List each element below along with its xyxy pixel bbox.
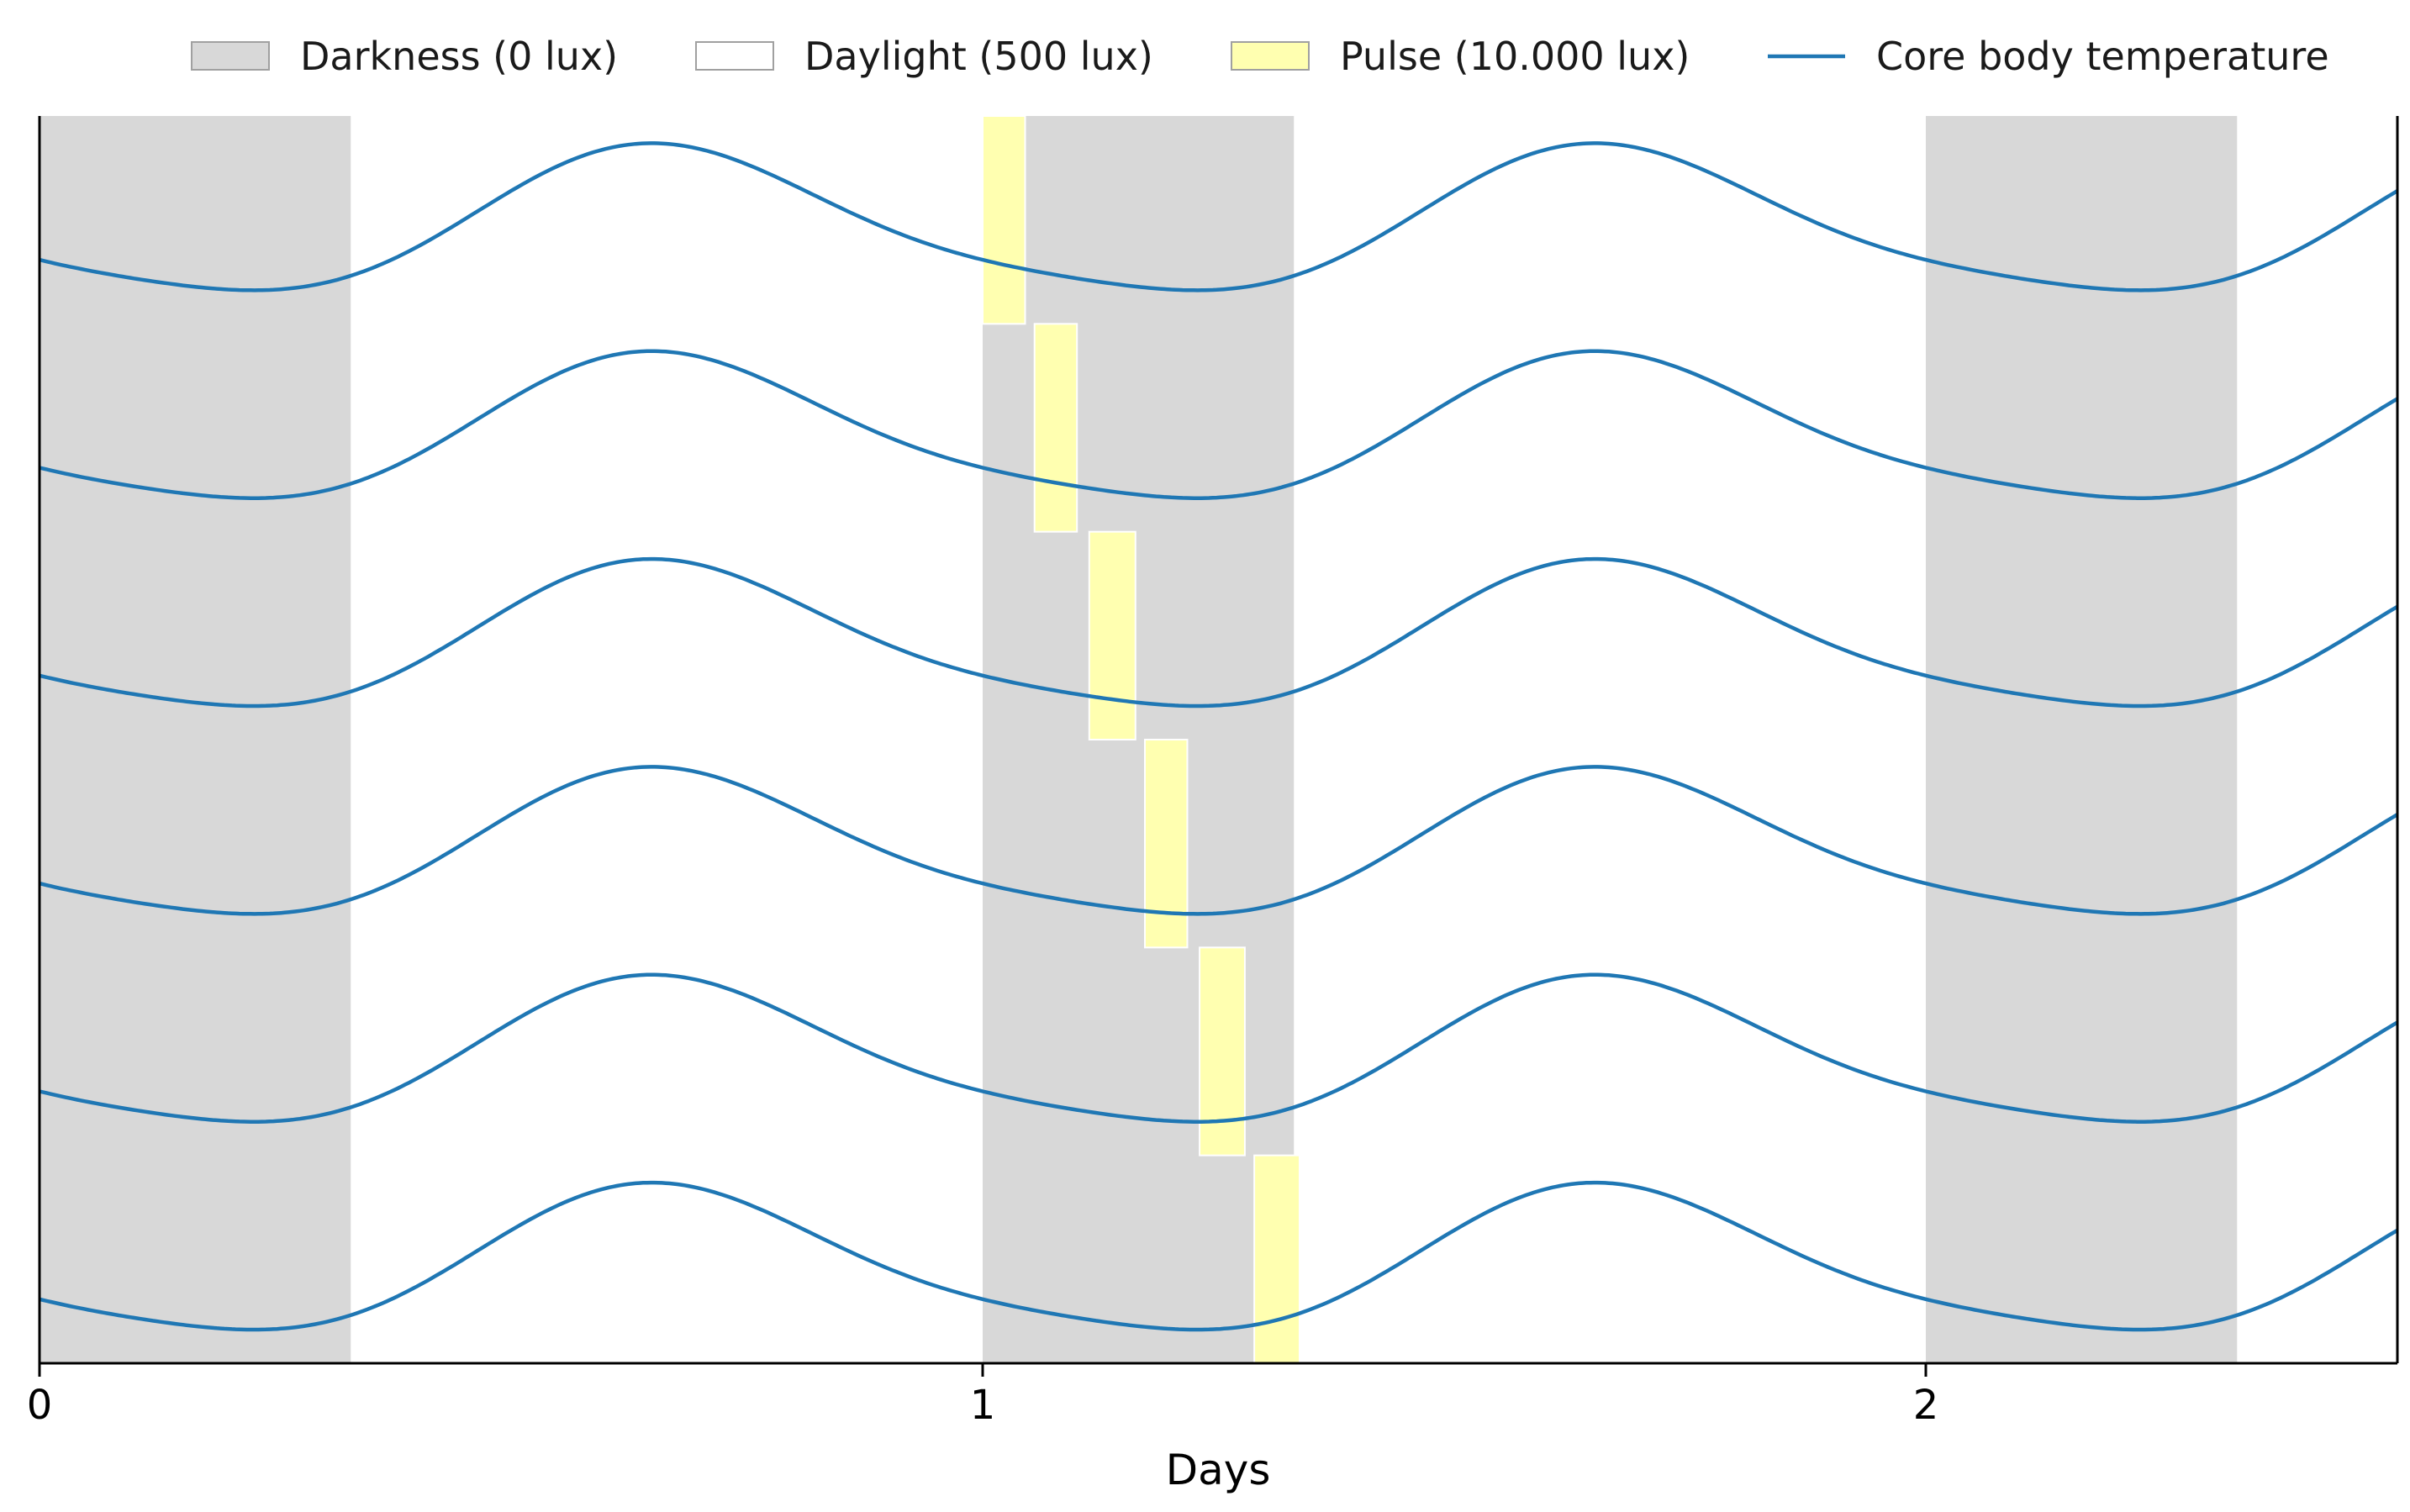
darkness-band-2 — [983, 116, 1295, 1363]
pulse-bar-4 — [1143, 739, 1189, 949]
temperature-line-row-5 — [39, 972, 2399, 1124]
temperature-line-row-3 — [39, 556, 2399, 709]
x-axis-title: Days — [1166, 1446, 1271, 1494]
temperature-lines — [39, 141, 2399, 1332]
legend-label-4: Core body temperature — [1876, 34, 2329, 79]
legend-label-2: Daylight (500 lux) — [804, 34, 1153, 79]
x-tick-label-0: 0 — [27, 1382, 53, 1429]
temperature-line-row-6 — [39, 1180, 2399, 1332]
temperature-line-row-4 — [39, 765, 2399, 916]
legend-swatch-2 — [695, 41, 774, 71]
legend-label-1: Darkness (0 lux) — [300, 34, 618, 79]
pulse-bar-1 — [982, 115, 1026, 325]
x-tick-label-1: 1 — [970, 1382, 996, 1429]
pulse-bar-3 — [1088, 530, 1136, 741]
legend: Darkness (0 lux) Daylight (500 lux) Pulse … — [191, 34, 2329, 79]
legend-swatch-3 — [1231, 41, 1310, 71]
pulse-bar-5 — [1199, 946, 1246, 1156]
legend-swatch-1 — [191, 41, 270, 71]
pulse-bar-6 — [1253, 1154, 1300, 1364]
temperature-line-row-2 — [39, 349, 2399, 500]
pulse-bar-2 — [1033, 323, 1078, 533]
x-ticks: 0 1 2 — [27, 1363, 1939, 1429]
x-tick-label-2: 2 — [1913, 1382, 1939, 1429]
darkness-band-1 — [40, 116, 351, 1363]
axes — [38, 116, 2399, 1365]
background-layer — [40, 115, 2238, 1364]
darkness-band-3 — [1926, 116, 2238, 1363]
temperature-line-row-1 — [39, 141, 2399, 292]
legend-label-3: Pulse (10.000 lux) — [1340, 34, 1690, 79]
